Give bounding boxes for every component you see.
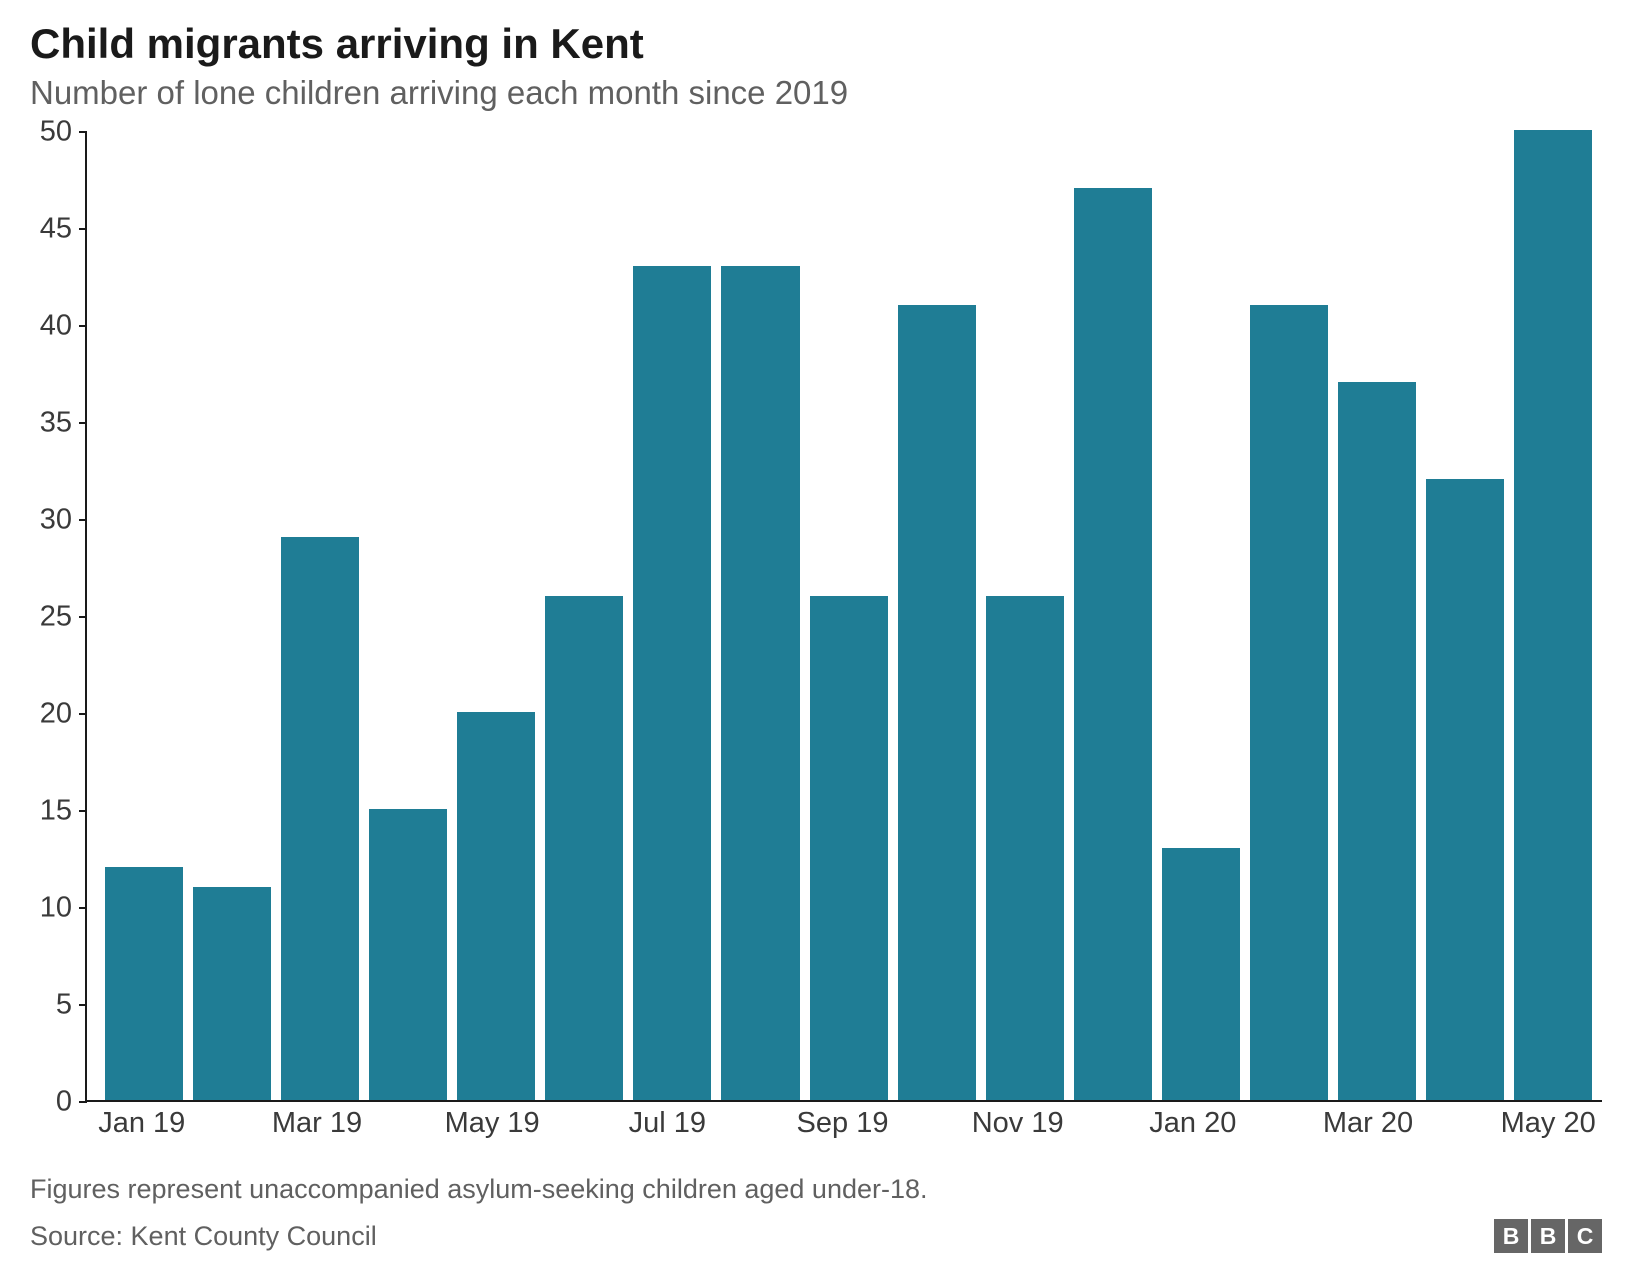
- source-row: Source: Kent County Council B B C: [30, 1219, 1602, 1253]
- x-axis-labels: Jan 19 Mar 19 May 19 Jul 19 Sep 19 Nov 19 Jan …: [85, 1107, 1602, 1152]
- bar: [810, 596, 888, 1100]
- bar: [1514, 130, 1592, 1100]
- bars-group: [87, 132, 1602, 1100]
- x-axis-tick-label: Mar 20: [1323, 1107, 1413, 1140]
- x-axis-tick-label: May 20: [1501, 1107, 1596, 1140]
- y-axis-tick-label: 10: [40, 892, 72, 925]
- bar: [1250, 305, 1328, 1100]
- x-axis-tick-label: Jul 19: [629, 1107, 706, 1140]
- x-axis-tick-label: Jan 20: [1149, 1107, 1236, 1140]
- bbc-logo: B B C: [1494, 1219, 1602, 1253]
- bar: [1074, 188, 1152, 1100]
- x-axis-tick-label: May 19: [445, 1107, 540, 1140]
- bar: [1426, 479, 1504, 1100]
- chart-area: 05101520253035404550 Jan 19Mar 19May 19J…: [30, 132, 1602, 1152]
- bar: [545, 596, 623, 1100]
- bar: [193, 887, 271, 1100]
- y-axis-tick-label: 20: [40, 698, 72, 731]
- x-axis-tick-label: Nov 19: [972, 1107, 1064, 1140]
- bar: [105, 867, 183, 1100]
- y-axis-tick-label: 25: [40, 601, 72, 634]
- chart-source: Source: Kent County Council: [30, 1221, 377, 1252]
- bar: [457, 712, 535, 1100]
- y-axis-tick-label: 15: [40, 795, 72, 828]
- y-axis-tick-label: 0: [56, 1086, 72, 1119]
- y-axis-tick-label: 50: [40, 116, 72, 149]
- bar: [1338, 382, 1416, 1100]
- plot-area: [85, 132, 1602, 1102]
- bbc-logo-c: C: [1568, 1219, 1602, 1253]
- bar: [1162, 848, 1240, 1100]
- bar: [369, 809, 447, 1100]
- bbc-logo-b2: B: [1531, 1219, 1565, 1253]
- x-axis-tick-label: Sep 19: [797, 1107, 889, 1140]
- chart-subtitle: Number of lone children arriving each mo…: [30, 74, 1602, 112]
- y-axis-tick-label: 35: [40, 407, 72, 440]
- x-axis-tick-label: Mar 19: [272, 1107, 362, 1140]
- y-axis-tick-label: 40: [40, 310, 72, 343]
- bar: [721, 266, 799, 1100]
- bar: [633, 266, 711, 1100]
- bar: [898, 305, 976, 1100]
- y-axis-tick-label: 30: [40, 504, 72, 537]
- y-axis-labels: 05101520253035404550: [30, 132, 80, 1102]
- bar: [986, 596, 1064, 1100]
- chart-title: Child migrants arriving in Kent: [30, 20, 1602, 68]
- y-axis-tick-label: 5: [56, 989, 72, 1022]
- chart-container: Child migrants arriving in Kent Number o…: [0, 0, 1632, 1272]
- x-axis-tick-label: Jan 19: [98, 1107, 185, 1140]
- bbc-logo-b1: B: [1494, 1219, 1528, 1253]
- y-axis-tick-label: 45: [40, 213, 72, 246]
- chart-footnote: Figures represent unaccompanied asylum-s…: [30, 1174, 1602, 1205]
- bar: [281, 537, 359, 1100]
